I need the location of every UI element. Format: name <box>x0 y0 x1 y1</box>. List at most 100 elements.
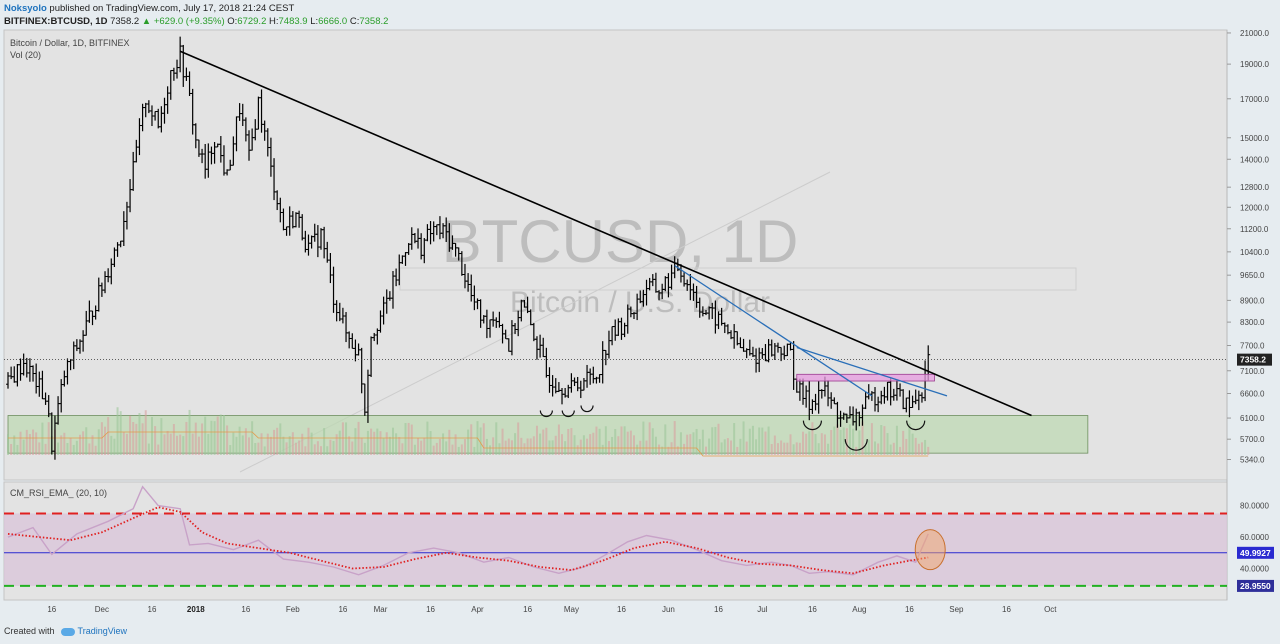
volume-bar <box>811 422 814 455</box>
footer: Created with TradingView <box>4 626 127 636</box>
volume-bar <box>66 443 69 455</box>
volume-bar <box>91 435 94 455</box>
volume-bar <box>398 437 401 455</box>
volume-bar <box>235 436 238 455</box>
volume-bar <box>260 433 263 455</box>
price-tick-label: 19000.0 <box>1240 60 1269 69</box>
volume-bar <box>570 428 573 455</box>
time-tick-label: 16 <box>426 605 435 614</box>
volume-bar <box>927 446 930 455</box>
tradingview-brand-link[interactable]: TradingView <box>77 626 128 636</box>
volume-bar <box>523 443 526 455</box>
volume-bar <box>561 434 564 455</box>
price-pane[interactable] <box>3 29 1228 481</box>
volume-bar <box>792 444 795 455</box>
volume-bar <box>883 426 886 455</box>
volume-bar <box>60 435 63 455</box>
volume-bar <box>689 434 692 455</box>
volume-bar <box>10 443 13 455</box>
rsi-tick-label: 80.0000 <box>1240 502 1269 511</box>
volume-bar <box>125 433 128 455</box>
volume-bar <box>892 442 895 455</box>
volume-bar <box>78 434 81 455</box>
price-tick-label: 9650.0 <box>1240 271 1265 280</box>
volume-bar <box>316 441 319 455</box>
volume-bar <box>482 423 485 455</box>
rsi-value-tag-text: 49.9927 <box>1240 548 1271 558</box>
volume-bars <box>7 407 930 457</box>
blue-trendline-2[interactable] <box>796 346 948 397</box>
volume-bar <box>100 422 103 455</box>
volume-bar <box>889 444 892 455</box>
volume-bar <box>345 422 348 455</box>
author-link[interactable]: Noksyolo <box>4 3 47 14</box>
time-tick-label: Oct <box>1044 605 1057 614</box>
price-axis-area[interactable] <box>1227 30 1276 480</box>
time-tick-label: Aug <box>852 605 866 614</box>
low-label: L: <box>310 16 319 27</box>
volume-ma-line <box>8 431 929 457</box>
resistance-box[interactable] <box>796 373 935 382</box>
volume-bar <box>373 431 376 455</box>
volume-bar <box>163 434 166 455</box>
volume-bar <box>248 437 251 455</box>
volume-bar <box>658 444 661 455</box>
volume-bar <box>664 424 667 455</box>
price-tick-label: 5340.0 <box>1240 456 1265 465</box>
volume-bar <box>714 426 717 455</box>
volume-bar <box>739 438 742 455</box>
tradingview-logo-icon <box>60 627 75 636</box>
volume-bar <box>351 441 354 455</box>
volume-bar <box>429 431 432 455</box>
price-tick-label: 6600.0 <box>1240 390 1265 399</box>
volume-bar <box>379 431 382 455</box>
last-price-tag-text: 7358.2 <box>1240 355 1266 365</box>
volume-bar <box>633 435 635 455</box>
volume-bar <box>276 427 279 455</box>
volume-bar <box>526 438 529 455</box>
volume-bar <box>229 445 232 455</box>
volume-bar <box>141 423 144 455</box>
time-tick-label: 16 <box>338 605 347 614</box>
time-tick-label: 16 <box>1002 605 1011 614</box>
volume-bar <box>704 446 707 455</box>
main-downtrend-line[interactable] <box>179 50 1032 417</box>
volume-bar <box>197 436 200 455</box>
time-tick-label: Jun <box>662 605 675 614</box>
volume-bar <box>269 436 272 455</box>
volume-bar <box>354 428 357 455</box>
volume-bar <box>567 428 570 455</box>
volume-bar <box>313 444 316 455</box>
volume-bar <box>848 424 851 455</box>
volume-bar <box>32 429 35 455</box>
volume-bar <box>842 427 845 455</box>
volume-bar <box>773 435 776 455</box>
volume-bar <box>861 421 864 455</box>
volume-bar <box>830 429 833 455</box>
volume-bar <box>341 422 344 455</box>
volume-bar <box>661 446 664 455</box>
volume-bar <box>147 443 150 455</box>
volume-bar <box>310 432 313 455</box>
volume-bar <box>589 434 592 455</box>
volume-bar <box>219 414 222 455</box>
volume-bar <box>35 432 38 455</box>
volume-bar <box>460 444 463 455</box>
volume-bar <box>827 443 830 455</box>
volume-bar <box>495 422 498 455</box>
volume-bar <box>282 436 285 455</box>
volume-bar <box>438 438 441 455</box>
volume-bar <box>535 425 538 455</box>
volume-bar <box>285 442 288 455</box>
volume-bar <box>636 444 639 455</box>
volume-bar <box>604 426 607 455</box>
time-tick-label: Mar <box>374 605 388 614</box>
volume-bar <box>25 429 28 455</box>
volume-bar <box>836 424 839 455</box>
volume-bar <box>241 435 244 455</box>
price-tick-label: 15000.0 <box>1240 134 1269 143</box>
blue-trendline-1[interactable] <box>674 265 873 397</box>
volume-bar <box>169 433 172 455</box>
high-label: H: <box>269 16 279 27</box>
